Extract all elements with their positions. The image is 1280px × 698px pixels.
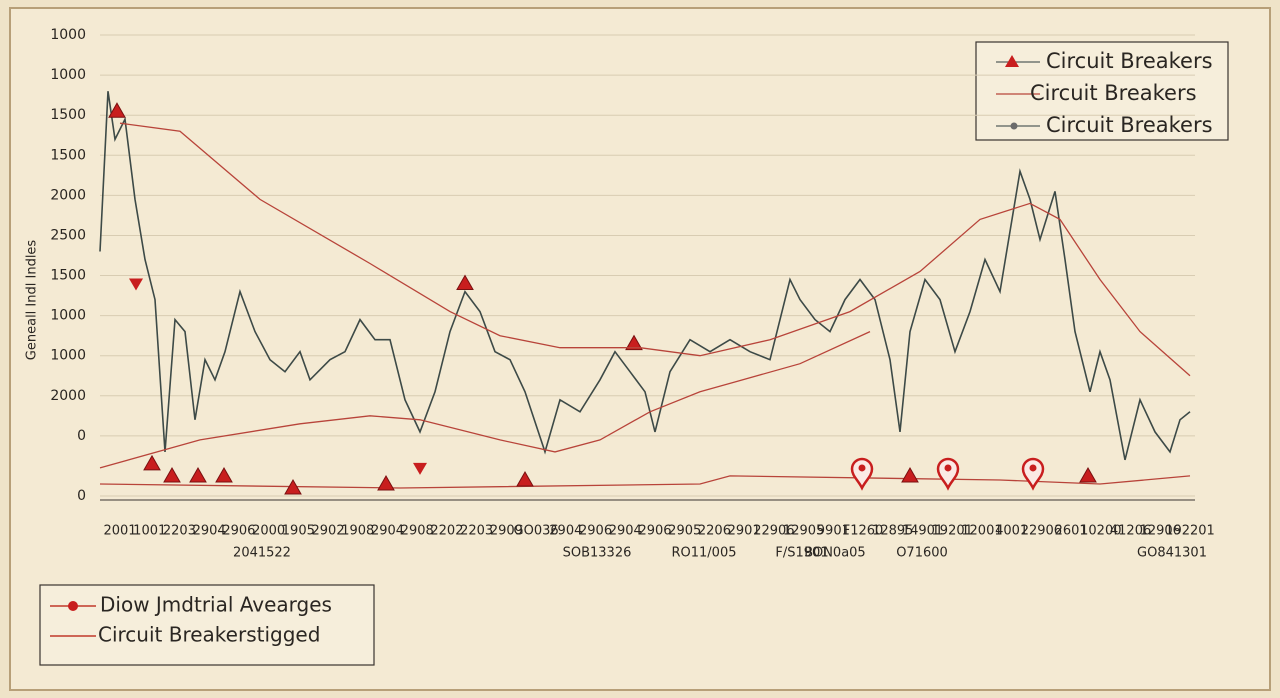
x-tick-label: 2202 [430,524,463,539]
x-tick-label: 2904 [193,524,226,539]
x-tick-label: GO036 [514,524,559,539]
x-tick-label: 2906 [579,524,612,539]
x-tick-label: 192201 [1165,524,1215,539]
y-tick-label: 2500 [50,227,86,243]
x-tick-label: 2904 [549,524,582,539]
y-axis-label: Geneall Indl Indles [25,240,40,361]
x-tick-label: GO841301 [1137,546,1207,561]
y-tick-label: 1000 [50,348,86,364]
circuit-breaker-marker [284,478,302,495]
x-tick-label: 12905 [783,524,824,539]
pin-marker [850,457,874,491]
y-tick-label: 1500 [50,268,86,284]
x-tick-label: F/S1901 [775,546,828,561]
y-tick-label: 1500 [50,107,86,123]
pin-dot [944,464,952,472]
pin-marker [1021,457,1045,491]
y-tick-label: 1000 [50,67,86,83]
x-tick-label: 22906 [753,524,794,539]
x-tick-label: 2908 [401,524,434,539]
x-tick-label: 12895 [872,524,913,539]
legend-top [975,41,1229,141]
series-line [99,91,1191,461]
series-line [119,122,1191,377]
circuit-breaker-marker [456,274,474,291]
x-tick-label: 9901 [817,524,850,539]
legend-label: Circuit Breakers [1046,49,1213,73]
x-tick-label: 12906 [1140,524,1181,539]
x-tick-label: 41206 [1110,524,1151,539]
legend-label: Circuit Breakers [1030,81,1197,105]
x-tick-label: 2001 [103,524,136,539]
x-tick-label: 2203 [163,524,196,539]
x-tick-label: 2901 [728,524,761,539]
x-tick-label: 1905 [282,524,315,539]
circuit-breaker-marker [129,278,143,291]
x-tick-label: 1908 [341,524,374,539]
circuit-breaker-marker [625,334,643,351]
x-tick-label: 2206 [698,524,731,539]
x-tick-label: 2904 [609,524,642,539]
x-tick-label: 10200 [1080,524,1121,539]
x-tick-label: 2909 [490,524,523,539]
legend-marker [1005,55,1019,67]
legend-label: Circuit Breakers [1046,113,1213,137]
legend-label: Diow Jmdtrial Avearges [100,593,332,617]
circuit-breaker-marker [108,102,126,118]
x-tick-label: SOB13326 [563,546,632,561]
x-tick-label: 2203 [460,524,493,539]
pin-marker [936,457,960,491]
x-tick-label: 2000 [252,524,285,539]
y-tick-label: 2000 [50,187,86,203]
y-tick-label: 0 [77,488,86,504]
x-tick-label: 2906 [222,524,255,539]
x-tick-label: 2904 [371,524,404,539]
x-tick-label: RO11/005 [672,546,737,561]
circuit-breaker-marker [413,462,427,475]
x-tick-label: 22906 [1021,524,1062,539]
y-tick-label: 0 [77,428,86,444]
x-tick-label: 19201 [932,524,973,539]
series-line [99,331,1191,489]
x-tick-label: 2906 [638,524,671,539]
x-tick-label: 2902 [312,524,345,539]
circuit-breaker-marker [1079,466,1097,483]
x-tick-label: 4001 [995,524,1028,539]
circuit-breaker-marker [516,470,534,487]
x-tick-label: 12001 [961,524,1002,539]
circuit-breaker-marker [163,466,181,483]
legend-bottom [39,584,375,666]
circuit-breaker-marker [143,454,161,471]
legend-marker [1010,122,1018,130]
pin-dot [1029,464,1037,472]
x-tick-label: F1260 [843,524,884,539]
pin-dot [858,464,866,472]
x-tick-label: 14901 [902,524,943,539]
y-tick-label: 2000 [50,388,86,404]
x-tick-label: 2905 [668,524,701,539]
x-tick-label: O71600 [896,546,948,561]
legend-label: Circuit Breakerstigged [98,623,320,647]
circuit-breaker-marker [377,474,395,491]
y-tick-label: 1000 [50,27,86,43]
circuit-breaker-marker [215,466,233,483]
y-tick-label: 1500 [50,147,86,163]
x-tick-label: BON0a05 [804,546,865,561]
circuit-breaker-marker [901,466,919,483]
x-tick-label: 2041522 [233,546,291,561]
x-tick-label: 2601 [1055,524,1088,539]
y-tick-label: 1000 [50,308,86,324]
circuit-breaker-marker [189,466,207,483]
x-tick-label: 1001 [133,524,166,539]
legend-marker [68,601,78,611]
